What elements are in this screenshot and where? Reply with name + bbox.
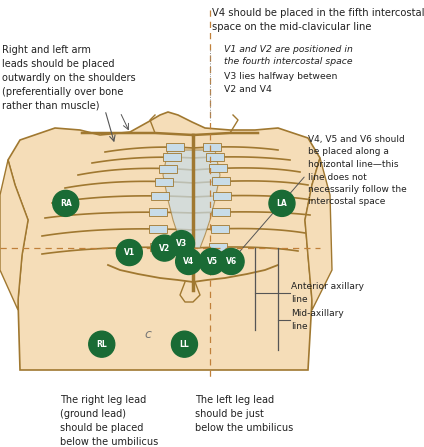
Bar (209, 243, 227, 251)
Bar (155, 177, 173, 186)
Polygon shape (0, 160, 28, 310)
Text: Mid-axillary
line: Mid-axillary line (291, 309, 344, 331)
Text: LL: LL (180, 340, 189, 349)
Bar (213, 192, 231, 200)
Circle shape (89, 331, 115, 357)
Text: V1: V1 (124, 248, 135, 257)
Text: V1 and V2 are positioned in
the fourth intercostal space: V1 and V2 are positioned in the fourth i… (224, 45, 353, 67)
Text: V3 lies halfway between
V2 and V4: V3 lies halfway between V2 and V4 (224, 72, 338, 93)
Text: V2: V2 (159, 244, 170, 253)
Text: V6: V6 (226, 257, 237, 266)
Bar (150, 243, 168, 251)
Text: RL: RL (96, 340, 107, 349)
Text: V3: V3 (176, 239, 187, 248)
Polygon shape (163, 150, 220, 248)
Circle shape (171, 331, 198, 357)
Bar (166, 143, 184, 151)
Circle shape (269, 190, 295, 216)
Text: Right and left arm
leads should be placed
outwardly on the shoulders
(preferenti: Right and left arm leads should be place… (2, 45, 136, 111)
Circle shape (199, 249, 225, 274)
Bar (206, 153, 224, 161)
Bar (151, 192, 169, 200)
Circle shape (218, 249, 244, 274)
Bar (209, 164, 228, 173)
Text: Anterior axillary
line: Anterior axillary line (291, 282, 364, 304)
Text: RA: RA (60, 199, 72, 208)
Text: V5: V5 (206, 257, 218, 266)
Circle shape (116, 240, 142, 266)
Circle shape (53, 190, 79, 216)
Bar (163, 153, 181, 161)
Text: The left leg lead
should be just
below the umbilicus: The left leg lead should be just below t… (195, 395, 293, 433)
Text: V4 should be placed in the fifth intercostal
space on the mid-clavicular line: V4 should be placed in the fifth interco… (212, 8, 424, 32)
Circle shape (176, 249, 202, 274)
Bar (149, 225, 167, 233)
Bar (149, 208, 167, 216)
Bar (203, 143, 221, 151)
Bar (159, 164, 177, 173)
Circle shape (151, 235, 178, 261)
Text: V4, V5 and V6 should
be placed along a
horizontal line—this
line does not
necess: V4, V5 and V6 should be placed along a h… (308, 135, 407, 207)
Bar (212, 177, 230, 186)
Polygon shape (305, 158, 332, 310)
Text: The right leg lead
(ground lead)
should be placed
below the umbilicus: The right leg lead (ground lead) should … (60, 395, 158, 447)
Circle shape (168, 231, 195, 257)
Text: LA: LA (276, 199, 287, 208)
Text: V4: V4 (183, 257, 194, 266)
Polygon shape (8, 112, 320, 370)
Bar (211, 225, 229, 233)
Text: c: c (145, 329, 151, 342)
Bar (212, 208, 230, 216)
